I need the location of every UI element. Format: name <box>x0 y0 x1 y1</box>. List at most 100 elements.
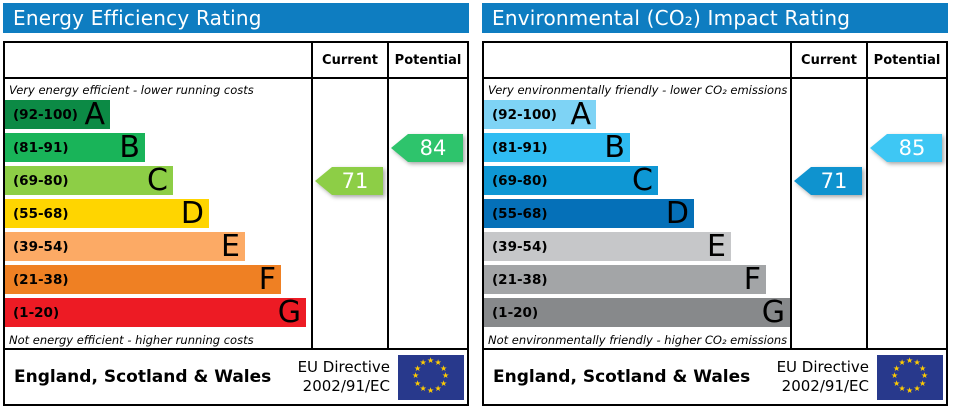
band-row-g: (1-20) G <box>484 294 790 331</box>
eu-directive-label: EU Directive 2002/91/EC <box>298 358 390 396</box>
potential-column: 85 <box>868 79 946 348</box>
eu-flag-star: ★ <box>891 371 899 380</box>
potential-rating-arrow: 85 <box>870 134 942 162</box>
band-row-b: (81-91) B <box>484 129 790 166</box>
eu-flag-star: ★ <box>427 356 435 365</box>
current-rating-arrow: 71 <box>315 167 383 195</box>
current-column-header: Current <box>313 43 389 77</box>
band-range: (39-54) <box>13 238 69 255</box>
current-rating-arrow: 71 <box>794 167 862 195</box>
band-bar-b: (81-91) B <box>5 132 145 162</box>
band-row-f: (21-38) F <box>484 264 790 298</box>
table-body-row: Very energy efficient - lower running co… <box>5 79 467 348</box>
current-column-header: Current <box>792 43 868 77</box>
band-range: (69-80) <box>13 172 69 189</box>
eu-directive-line1: EU Directive <box>776 358 869 377</box>
eu-flag-star: ★ <box>427 386 435 395</box>
eu-flag-star: ★ <box>918 378 927 388</box>
empty-header-cell <box>484 43 792 77</box>
band-bar-d: (55-68) D <box>484 195 694 231</box>
left-arrow-shape: 71 <box>794 167 862 195</box>
band-row-a: (92-100) A <box>484 96 790 133</box>
band-letter: A <box>570 96 591 132</box>
environmental-impact-panel: Environmental (CO₂) Impact Rating Curren… <box>482 3 948 406</box>
band-letter: B <box>604 129 625 165</box>
band-row-e: (39-54) E <box>484 231 790 265</box>
band-row-d: (55-68) D <box>5 198 311 232</box>
left-arrow-shape: 71 <box>315 167 383 195</box>
band-letter: C <box>632 162 653 198</box>
eu-flag-star: ★ <box>906 356 914 365</box>
band-range: (69-80) <box>492 172 548 189</box>
band-row-c: (69-80) C <box>5 162 311 199</box>
band-letter: G <box>277 294 301 330</box>
band-letter: G <box>761 294 785 330</box>
band-bar-d: (55-68) D <box>5 198 209 228</box>
top-label: Very environmentally friendly - lower CO… <box>488 83 788 97</box>
band-range: (39-54) <box>492 238 548 255</box>
left-arrow-shape: 85 <box>870 134 942 162</box>
band-range: (92-100) <box>492 106 557 123</box>
band-bar-a: (92-100) A <box>484 96 596 132</box>
band-row-f: (21-38) F <box>5 261 311 298</box>
band-range: (1-20) <box>13 304 60 321</box>
rating-table: Current Potential Very environmentally f… <box>482 41 948 406</box>
eu-flag-star: ★ <box>893 378 901 388</box>
eu-flag-star: ★ <box>898 358 906 367</box>
band-bar-e: (39-54) E <box>484 231 731 261</box>
band-range: (55-68) <box>492 205 548 222</box>
band-bar-e: (39-54) E <box>5 228 245 264</box>
band-range: (92-100) <box>13 106 78 123</box>
bottom-label: Not environmentally friendly - higher CO… <box>488 332 788 347</box>
band-bar-g: (1-20) G <box>5 294 306 330</box>
band-row-a: (92-100) A <box>5 96 311 133</box>
band-row-g: (1-20) G <box>5 294 311 331</box>
eu-flag-star: ★ <box>419 358 427 367</box>
potential-rating-value: 85 <box>898 136 926 160</box>
eu-directive-line1: EU Directive <box>297 358 390 377</box>
eu-flag-star: ★ <box>419 383 427 393</box>
footer: England, Scotland & Wales EU Directive 2… <box>484 348 946 404</box>
band-row-b: (81-91) B <box>5 132 311 166</box>
table-header-row: Current Potential <box>484 43 946 79</box>
band-letter: F <box>258 261 276 297</box>
band-bar-c: (69-80) C <box>484 162 658 198</box>
band-chart-cell: Very energy efficient - lower running co… <box>5 79 313 348</box>
panel-title: Environmental (CO₂) Impact Rating <box>482 3 948 33</box>
current-column: 71 <box>792 79 868 348</box>
band-range: (81-91) <box>492 139 548 156</box>
band-row-c: (69-80) C <box>484 162 790 199</box>
eu-flag-star: ★ <box>434 358 442 367</box>
band-letter: C <box>147 162 168 198</box>
band-bar-c: (69-80) C <box>5 162 173 198</box>
band-range: (55-68) <box>13 205 69 222</box>
eu-flag-star: ★ <box>906 386 914 395</box>
eu-flag-star: ★ <box>414 378 422 388</box>
band-letter: E <box>221 228 240 264</box>
band-row-e: (39-54) E <box>5 228 311 265</box>
band-row-d: (55-68) D <box>484 195 790 232</box>
panel-title: Energy Efficiency Rating <box>3 3 469 33</box>
band-letter: D <box>665 195 689 231</box>
top-label: Very energy efficient - lower running co… <box>9 83 254 97</box>
table-header-row: Current Potential <box>5 43 467 79</box>
eu-flag-star: ★ <box>439 378 448 388</box>
eu-flag-icon: ★ ★ ★ ★ ★ ★ ★ ★ ★ ★ ★ ★ <box>877 354 943 400</box>
rating-table: Current Potential Very energy efficient … <box>3 41 469 406</box>
band-letter: A <box>84 96 105 132</box>
energy-efficiency-panel: Energy Efficiency Rating Current Potenti… <box>3 3 469 406</box>
current-rating-value: 71 <box>341 169 369 193</box>
band-bar-f: (21-38) F <box>484 264 766 294</box>
empty-header-cell <box>5 43 313 77</box>
band-bar-a: (92-100) A <box>5 96 110 132</box>
eu-flag-star: ★ <box>434 383 442 393</box>
eu-flag-star: ★ <box>412 371 420 380</box>
region-label: England, Scotland & Wales <box>493 367 751 387</box>
current-rating-value: 71 <box>820 169 848 193</box>
eu-flag-star: ★ <box>921 371 929 380</box>
left-arrow-shape: 84 <box>391 134 463 162</box>
band-bar-f: (21-38) F <box>5 261 281 297</box>
band-range: (21-38) <box>13 271 69 288</box>
bottom-label: Not energy efficient - higher running co… <box>9 332 254 347</box>
